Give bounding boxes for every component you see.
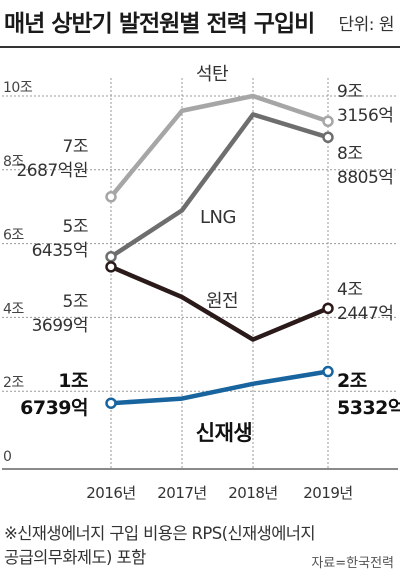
start-value-label: 2687억원	[16, 161, 88, 181]
y-tick-label: 4조	[3, 301, 24, 317]
end-value-label: 4조	[337, 280, 362, 300]
line-chart: 0 2조 4조 6조 8조 10조 2016년 2017년 2018년 2019년 석탄 LNG 원전신…	[2, 64, 400, 502]
series-name-label: 석탄	[196, 64, 228, 85]
data-point	[322, 115, 334, 128]
y-tick-label: 0	[3, 449, 11, 465]
data-point	[105, 261, 117, 273]
start-value-label: 3699억	[32, 316, 88, 336]
data-point	[322, 302, 334, 315]
y-tick-label: 2조	[3, 375, 24, 391]
start-value-label: 5조	[63, 217, 88, 237]
data-point	[105, 397, 117, 409]
x-tick-label: 2016년	[86, 484, 135, 502]
x-tick-label: 2019년	[303, 484, 352, 502]
start-value-label: 5조	[63, 292, 88, 312]
footnote: ※신재생에너지 구입 비용은 RPS(신재생에너지 공급의무화제도) 포함	[4, 522, 316, 570]
series-name-label: 신재생	[196, 421, 252, 445]
end-value-label: 2조	[337, 370, 367, 392]
series-name-label: 원전	[206, 291, 238, 312]
x-tick-label: 2018년	[228, 484, 277, 502]
footnote-line-1: ※신재생에너지 구입 비용은 RPS(신재생에너지	[4, 524, 316, 543]
start-value-label: 6435억	[32, 241, 88, 261]
start-value-label: 1조	[58, 370, 88, 392]
end-value-label: 9조	[337, 82, 362, 102]
start-value-label: 7조	[63, 137, 88, 157]
end-value-label: 8조	[337, 144, 362, 164]
y-tick-label: 10조	[3, 80, 33, 96]
footnote-line-2: 공급의무화제도) 포함	[4, 548, 146, 567]
series-line	[108, 93, 331, 200]
data-point	[105, 251, 117, 263]
end-value-label: 2447억	[337, 304, 393, 324]
series-line	[108, 264, 331, 342]
start-value-label: 6739억	[20, 397, 88, 419]
series-line	[108, 112, 331, 260]
end-value-label: 3156억	[337, 106, 393, 126]
series-line	[108, 369, 331, 406]
unit-label: 단위: 원	[338, 15, 394, 35]
title-divider	[0, 46, 400, 48]
end-value-label: 5332억	[337, 397, 400, 419]
data-point	[322, 131, 334, 144]
end-value-label: 8805억	[337, 168, 393, 188]
data-point	[105, 191, 117, 203]
data-point	[322, 365, 334, 378]
y-tick-label: 8조	[3, 154, 24, 170]
y-tick-label: 6조	[3, 228, 24, 244]
source-credit: 자료=한국전력	[311, 556, 394, 571]
chart-title: 매년 상반기 발전원별 전력 구입비	[4, 11, 315, 37]
series-name-label: LNG	[200, 207, 236, 228]
x-tick-label: 2017년	[157, 484, 206, 502]
